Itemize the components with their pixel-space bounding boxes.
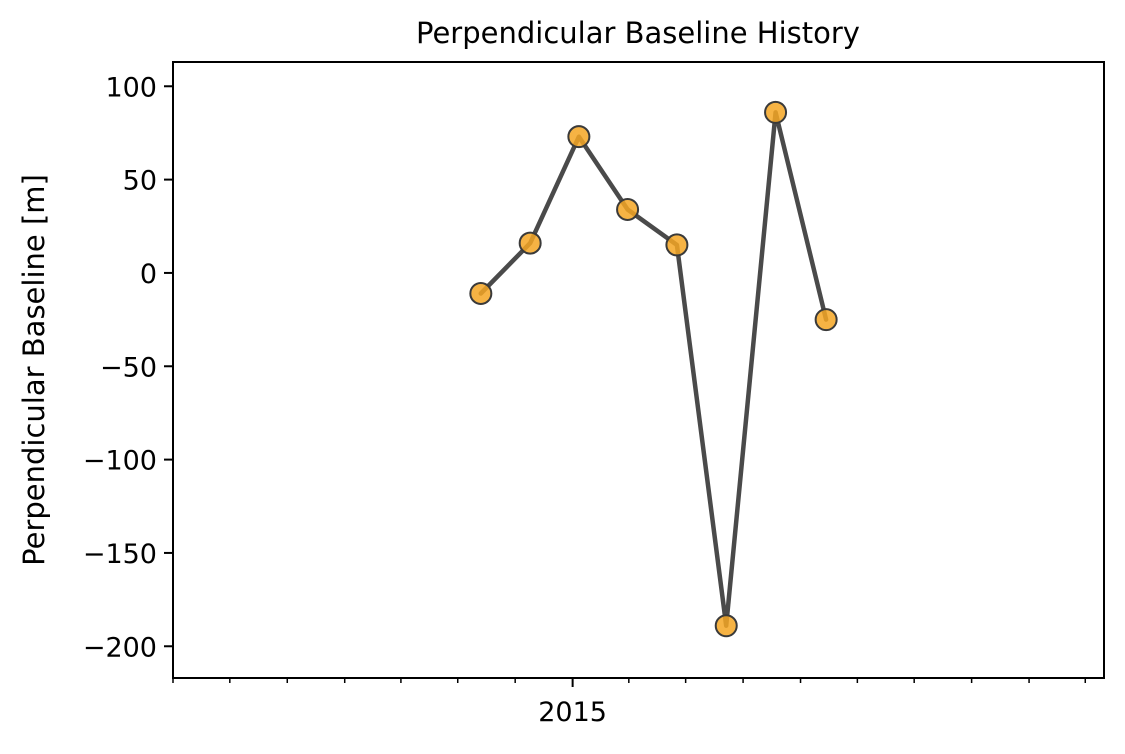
data-point [469,281,493,305]
y-tick-label: −150 [83,539,157,570]
data-point [714,614,738,638]
data-point [814,308,838,332]
series-group [469,100,838,638]
y-tick-label: 100 [105,72,157,103]
data-point [764,100,788,124]
y-axis-ticks: 100 50 0 −50 −100 −150 −200 [83,72,173,663]
y-tick-label: −100 [83,446,157,477]
series-line [478,110,829,628]
y-tick-label: 0 [140,259,157,290]
y-axis-label: Perpendicular Baseline [m] [17,174,51,566]
plot-frame [172,61,1105,679]
y-tick-label: −200 [83,632,157,663]
data-point [616,197,640,221]
data-point [665,233,689,257]
y-tick-label: −50 [100,352,157,383]
x-tick-label: 2015 [538,697,607,728]
chart-title: Perpendicular Baseline History [416,16,860,50]
data-point [518,231,542,255]
y-tick-label: 50 [123,166,157,197]
data-point [567,125,591,149]
x-axis-ticks: 2015 [172,678,1087,728]
